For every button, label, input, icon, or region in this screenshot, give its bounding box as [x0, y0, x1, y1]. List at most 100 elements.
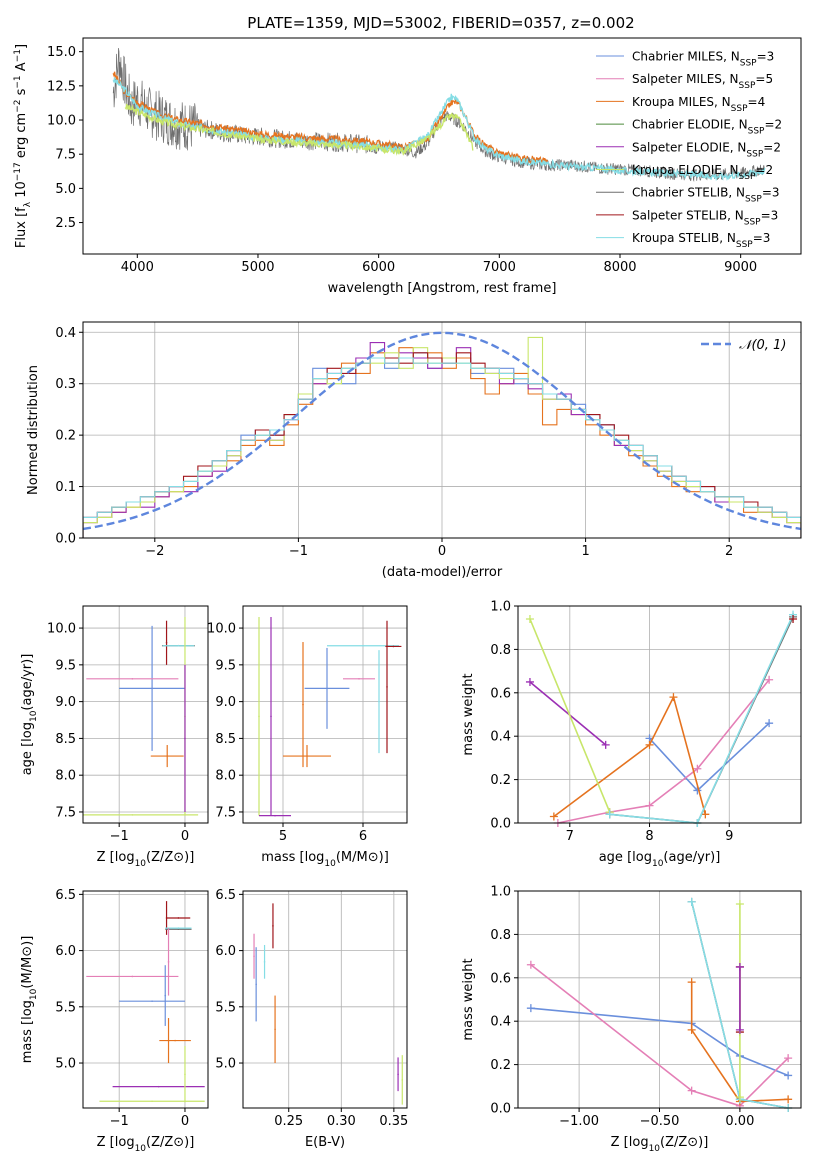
- y-tick-label: 6.5: [55, 888, 76, 903]
- y-axis-label: Normed distribution: [26, 365, 41, 495]
- label-part: SSP: [731, 104, 748, 114]
- label-part: =3: [762, 186, 780, 200]
- x-tick-label: 6000: [362, 260, 395, 275]
- label-part: Salpeter ELODIE, N: [632, 140, 746, 154]
- x-tick-label: 0: [181, 1114, 189, 1129]
- plus-marker: [687, 1025, 696, 1034]
- x-tick-label: −1.00: [559, 1114, 599, 1129]
- y-tick-label: 5.0: [55, 1057, 76, 1072]
- x-tick-label: 1: [581, 544, 589, 559]
- label-part: (age/yr)]: [20, 654, 35, 711]
- y-tick-label: 0.4: [490, 730, 511, 745]
- label-part: Kroupa ELODIE, N: [632, 163, 739, 177]
- label-part: 10: [29, 710, 39, 722]
- data-point: [397, 1073, 399, 1076]
- chart-residuals: −2 −1 0 1 2 0.0 0.1 0.2 0.3 0.4 (data-model)/error…: [26, 321, 802, 580]
- label-part: mass weight: [461, 673, 476, 755]
- y-tick-label: 7.5: [55, 148, 76, 163]
- data-point: [378, 700, 380, 703]
- label-part: ]: [14, 44, 29, 49]
- histogram-step: [83, 357, 801, 538]
- data-point: [263, 961, 266, 963]
- y-tick-label: 0.2: [490, 1058, 511, 1073]
- x-axis-label: E(B-V): [305, 1135, 345, 1150]
- plus-marker: [687, 978, 696, 987]
- label-part: SSP: [740, 59, 757, 69]
- data-point: [177, 927, 180, 929]
- label-part: (age/yr)]: [663, 850, 720, 865]
- label-part: =3: [757, 50, 775, 64]
- data-point: [177, 928, 180, 931]
- plot-area: [258, 617, 402, 817]
- label-part: Z [log: [97, 1135, 135, 1150]
- data-point: [258, 715, 260, 718]
- label-part: SSP: [739, 81, 756, 91]
- data-point: [184, 737, 186, 740]
- y-tick-label: 0.2: [55, 429, 76, 444]
- label-part: =3: [761, 208, 779, 222]
- data-point: [306, 755, 308, 757]
- label-part: SSP: [739, 172, 756, 182]
- plus-marker: [601, 740, 610, 749]
- label-part: =3: [753, 231, 771, 245]
- label-part: −1: [13, 75, 23, 88]
- y-axis-label: mass weight: [461, 958, 476, 1040]
- y-tick-label: 8.0: [215, 769, 236, 784]
- x-tick-label: 7: [566, 829, 574, 844]
- data-point: [177, 644, 180, 647]
- axes-frame: [82, 605, 209, 824]
- data-point: [131, 678, 134, 680]
- x-tick-label: −2: [145, 544, 164, 559]
- y-tick-label: 0.1: [55, 480, 76, 495]
- x-axis-label: Z [log10(Z/Z⊙)]: [611, 1135, 709, 1154]
- x-axis-label: Z [log10(Z/Z⊙)]: [97, 850, 195, 869]
- plus-marker: [784, 1071, 793, 1080]
- data-point: [184, 1073, 186, 1076]
- model-spectrum-line: [112, 77, 766, 182]
- label-part: mass [log: [20, 1000, 35, 1063]
- figure-title: PLATE=1359, MJD=53002, FIBERID=0357, z=0…: [247, 14, 634, 32]
- chart-massweight-vs-age: 7 8 9 0.0 0.2 0.4 0.6 0.8 1.0 age [log10(age/yr)]…: [461, 600, 802, 869]
- data-point: [166, 755, 169, 757]
- x-tick-label: 6: [359, 829, 367, 844]
- label-part: −2: [13, 100, 23, 113]
- label-part: =5: [755, 72, 773, 86]
- chart-massweight-vs-Z: −1.00 −0.50 0.00 0.0 0.2 0.4 0.6 0.8 1.0 Z [log10…: [461, 885, 802, 1154]
- label-part: mass [log: [261, 850, 324, 865]
- y-tick-label: 12.5: [47, 79, 76, 94]
- y-tick-label: 15.0: [47, 45, 76, 60]
- x-tick-label: 9: [725, 829, 733, 844]
- axes-frame: [82, 37, 802, 255]
- series-line: [609, 614, 794, 824]
- data-point: [270, 715, 272, 718]
- x-tick-label: 5: [279, 829, 287, 844]
- plus-marker: [701, 810, 710, 819]
- label-part: (data-model)/error: [382, 565, 503, 580]
- data-point: [164, 994, 167, 997]
- y-tick-label: 5.5: [215, 1000, 236, 1015]
- series-line: [530, 1007, 789, 1077]
- axes-frame: [517, 605, 802, 824]
- data-point: [274, 814, 276, 817]
- plot-area: [253, 903, 404, 1105]
- data-point: [151, 1100, 153, 1103]
- chart-age-vs-mass: 5 6 7.5 8.0 8.5 9.0 9.5 10.0 mass [log10(M/M⊙)]: [207, 605, 408, 869]
- label-part: wavelength [Angstrom, rest frame]: [328, 281, 557, 296]
- plus-marker: [549, 812, 558, 821]
- y-tick-label: 0.3: [55, 377, 76, 392]
- label-part: =4: [748, 95, 766, 109]
- model-spectrum-line: [112, 71, 549, 164]
- label-part: erg cm: [14, 113, 29, 162]
- legend-label: Chabrier ELODIE, NSSP=2: [632, 118, 782, 137]
- y-tick-label: 8.5: [215, 732, 236, 747]
- data-point: [177, 917, 180, 919]
- y-tick-label: 0.8: [490, 928, 511, 943]
- x-tick-label: 0: [438, 544, 446, 559]
- y-axis-label: mass weight: [461, 673, 476, 755]
- label-part: Salpeter STELIB, N: [632, 208, 744, 222]
- normal-curve: [83, 331, 801, 531]
- plus-marker: [526, 1004, 535, 1013]
- data-point: [358, 678, 360, 680]
- plus-marker: [645, 740, 654, 749]
- series-line: [529, 618, 611, 813]
